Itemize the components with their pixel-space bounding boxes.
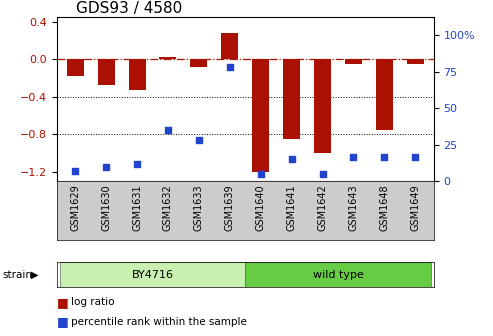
Bar [314,59,331,153]
Point [102,164,110,169]
Text: ■: ■ [57,296,69,308]
Text: ■: ■ [57,315,69,328]
Text: GSM1631: GSM1631 [132,184,142,231]
Text: GSM1629: GSM1629 [70,184,80,231]
Text: GDS93 / 4580: GDS93 / 4580 [75,1,182,16]
Point [71,169,79,174]
Text: GSM1649: GSM1649 [410,184,421,231]
Bar [345,59,362,64]
Bar [376,59,393,130]
Text: BY4716: BY4716 [132,270,174,280]
Text: GSM1630: GSM1630 [101,184,111,231]
Point [318,171,326,177]
Bar [407,59,424,64]
Point [381,154,388,159]
Point [411,154,419,159]
Bar [221,33,238,59]
Text: GSM1632: GSM1632 [163,184,173,231]
Point [226,65,234,70]
Bar [245,262,431,287]
Bar [283,59,300,139]
Text: strain: strain [2,270,33,280]
Bar [159,57,176,59]
Point [164,128,172,133]
Bar [129,59,145,90]
Bar [190,59,208,67]
Point [288,157,296,162]
Bar [67,59,84,76]
Text: GSM1639: GSM1639 [225,184,235,231]
Text: GSM1648: GSM1648 [380,184,389,231]
Point [257,171,265,177]
Text: log ratio: log ratio [71,297,115,307]
Text: GSM1643: GSM1643 [349,184,358,231]
Point [195,138,203,143]
Bar [60,262,246,287]
Text: GSM1641: GSM1641 [286,184,297,231]
Text: GSM1633: GSM1633 [194,184,204,231]
Point [350,154,357,159]
Text: ▶: ▶ [31,270,38,280]
Bar [98,59,115,85]
Text: percentile rank within the sample: percentile rank within the sample [71,317,247,327]
Text: wild type: wild type [313,270,363,280]
Point [133,161,141,167]
Text: GSM1640: GSM1640 [256,184,266,231]
Bar [252,59,269,172]
Text: GSM1642: GSM1642 [317,184,327,231]
